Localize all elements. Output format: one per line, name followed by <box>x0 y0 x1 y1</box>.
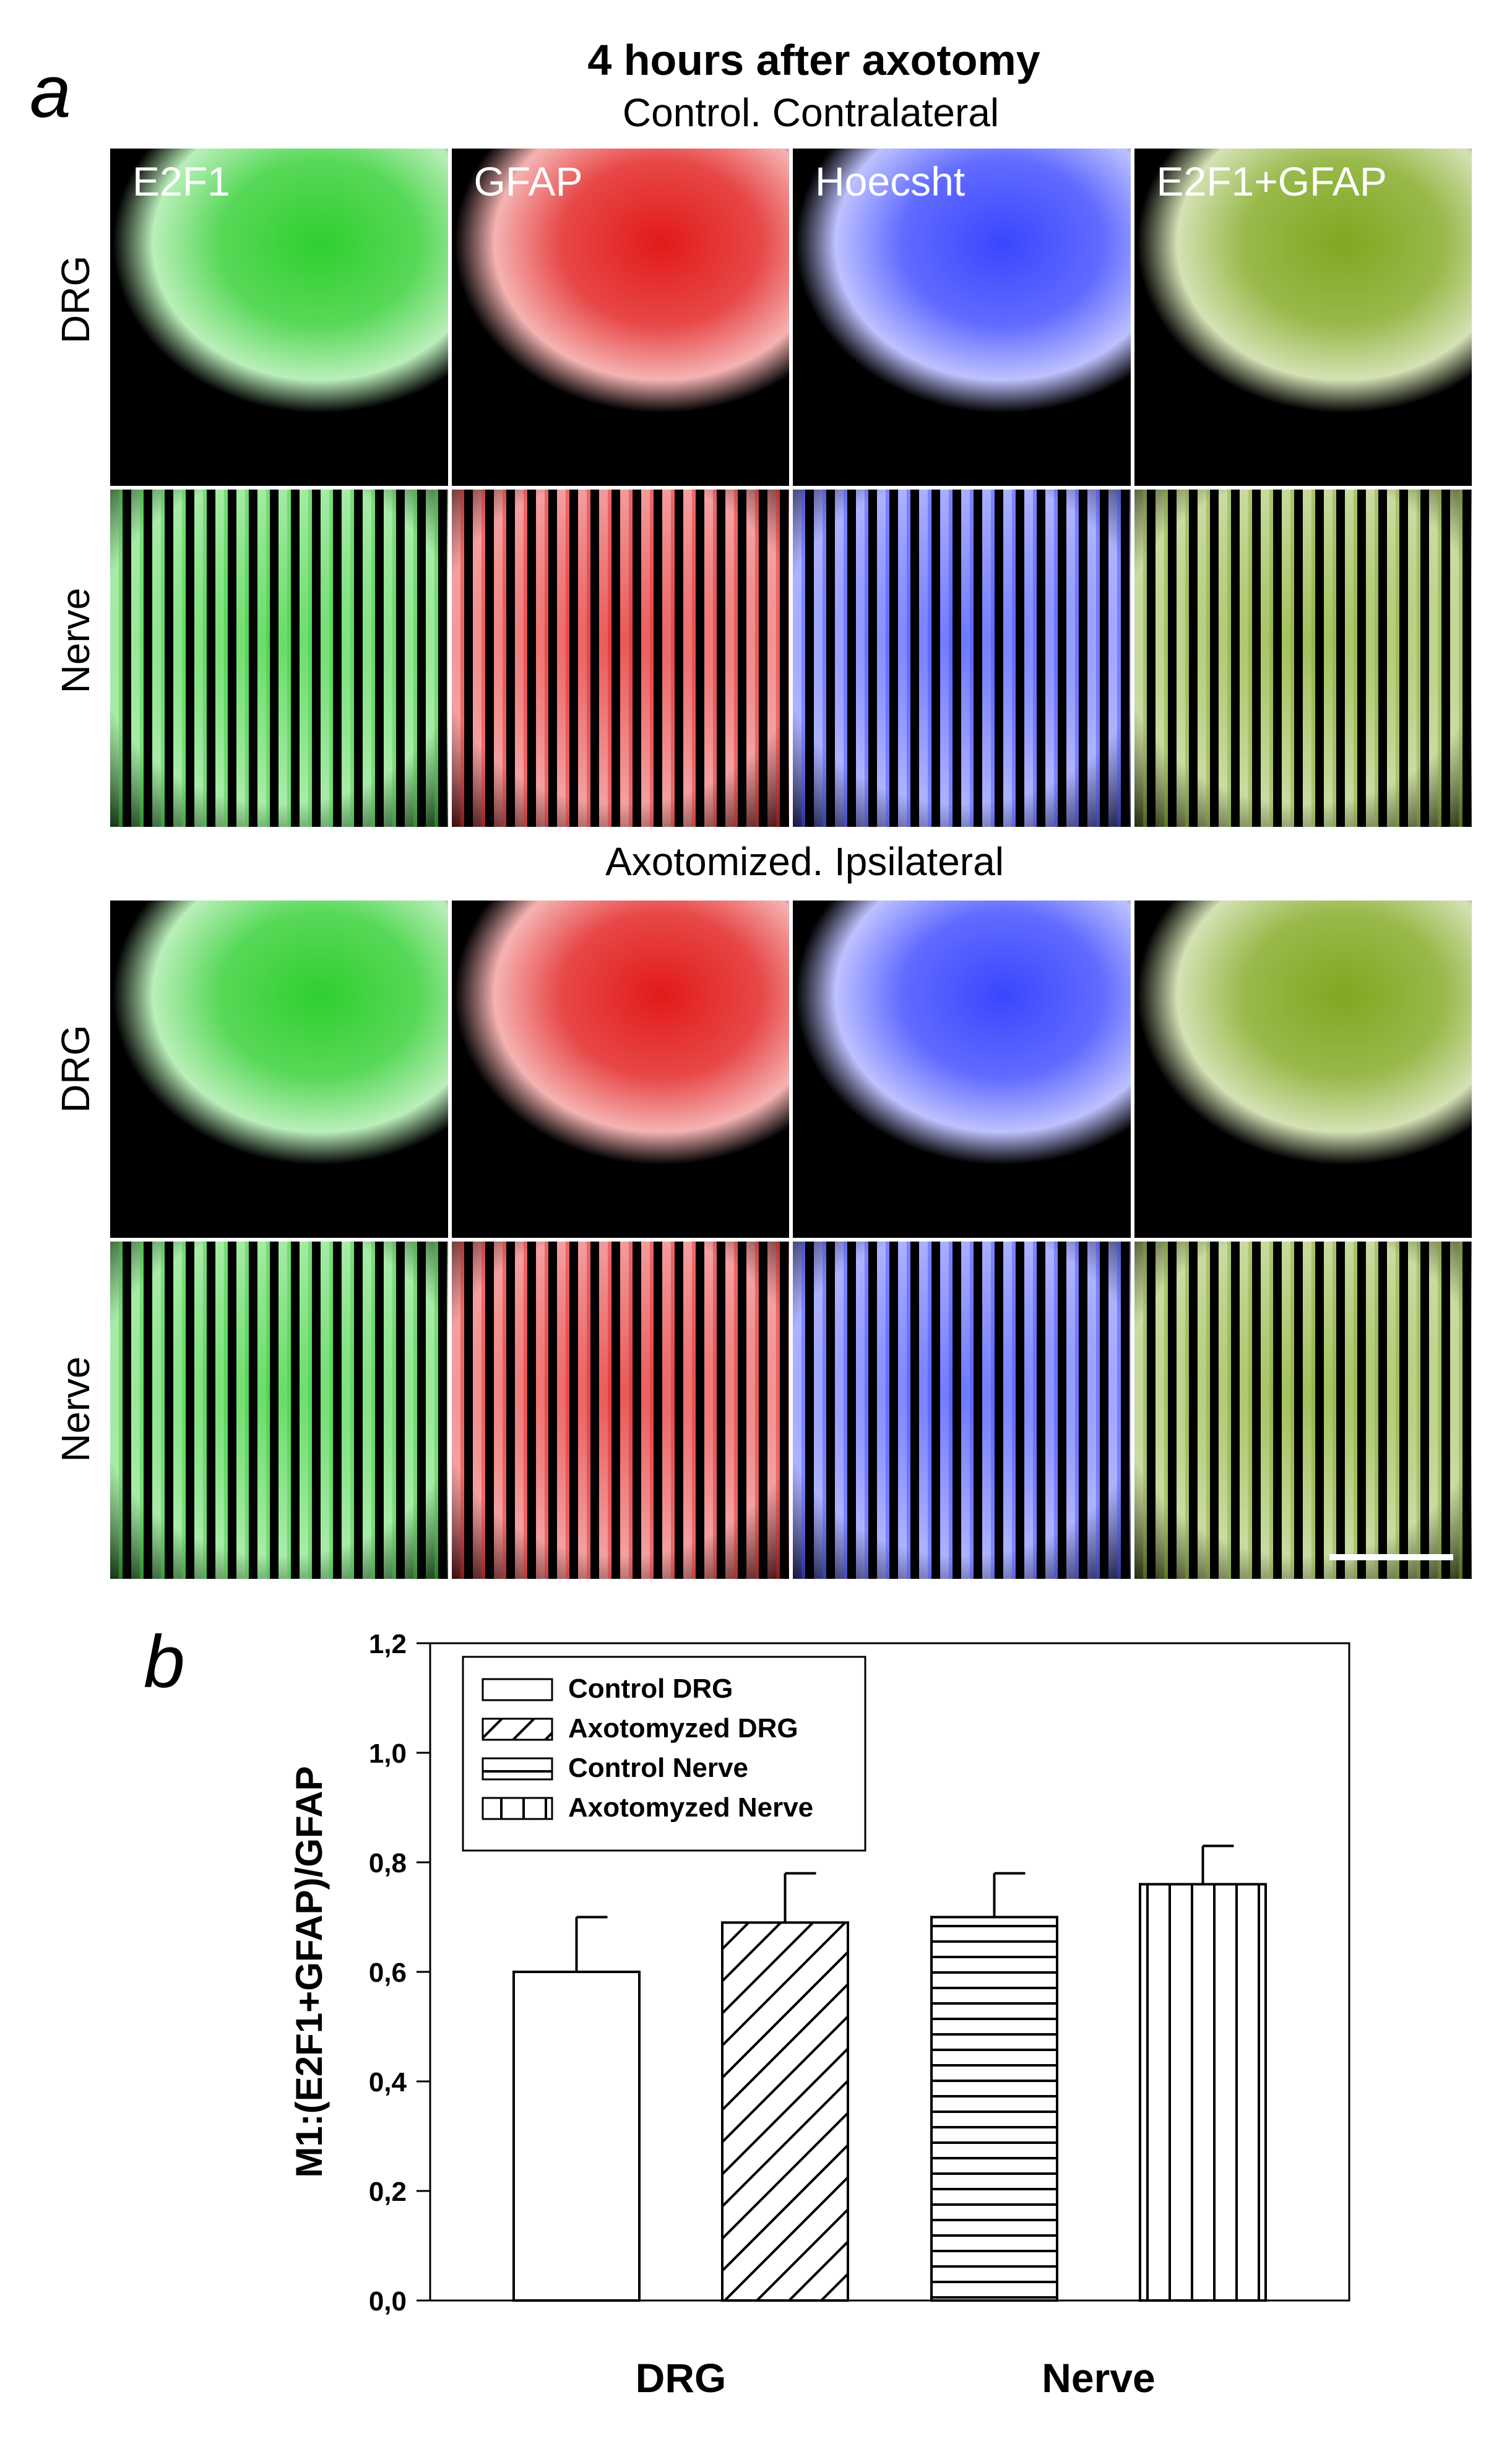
legend-label: Axotomyzed DRG <box>568 1713 798 1743</box>
micrograph-axot-drg-hoechst <box>793 901 1131 1238</box>
bar-axotomyzed-nerve <box>1139 1883 1267 2302</box>
micrograph-axot-drg-e2f1 <box>110 901 448 1238</box>
micrograph-control-drg-merge: E2F1+GFAP <box>1134 149 1472 486</box>
micrograph-control-nerve-gfap <box>451 490 789 827</box>
legend-swatch <box>482 1678 553 1701</box>
panel-a-letter: a <box>30 50 71 133</box>
y-axis-label: M1:(E2F1+GFAP)/GFAP <box>288 1766 330 2177</box>
channel-label: GFAP <box>473 158 583 204</box>
scale-bar <box>1329 1554 1453 1560</box>
micrograph-axot-drg-gfap <box>451 901 789 1238</box>
micrograph-control-nerve-hoechst <box>793 490 1131 827</box>
micrograph-axot-nerve-merge <box>1134 1242 1472 1579</box>
micrograph-grid-axotomized <box>110 901 1472 1579</box>
legend-swatch <box>482 1717 553 1741</box>
y-tick-label: 0,0 <box>369 2286 407 2317</box>
legend-label: Axotomyzed Nerve <box>568 1792 813 1823</box>
panel-a-title: 4 hours after axotomy <box>587 36 1040 84</box>
y-tick-label: 1,2 <box>369 1629 407 1659</box>
y-tick-label: 0,8 <box>369 1848 407 1878</box>
group-label-nerve: Nerve <box>1042 2355 1155 2401</box>
y-tick-label: 0,6 <box>369 1958 407 1988</box>
bar-control-drg <box>512 1971 641 2302</box>
y-tick-label: 0,4 <box>369 2067 407 2098</box>
micrograph-axot-drg-merge <box>1134 901 1472 1238</box>
legend-swatch <box>482 1757 553 1781</box>
legend-label: Control Nerve <box>568 1753 748 1783</box>
channel-label: E2F1+GFAP <box>1156 158 1387 204</box>
micrograph-control-drg-hoechst: Hoecsht <box>793 149 1131 486</box>
micrograph-grid-control: E2F1 GFAP Hoecsht E2F1+GFAP <box>110 149 1472 827</box>
group-label-drg: DRG <box>636 2355 727 2401</box>
y-tick-label: 1,0 <box>369 1739 407 1769</box>
micrograph-control-drg-gfap: GFAP <box>451 149 789 486</box>
legend-label: Control DRG <box>568 1674 733 1704</box>
micrograph-axot-nerve-hoechst <box>793 1242 1131 1579</box>
channel-label: E2F1 <box>132 158 230 204</box>
section-1-heading: Control. Contralateral <box>622 90 1000 135</box>
micrograph-axot-nerve-e2f1 <box>110 1242 448 1579</box>
panel-b-letter: b <box>144 1620 185 1703</box>
bar-control-nerve <box>930 1916 1058 2302</box>
channel-label: Hoecsht <box>815 158 966 204</box>
micrograph-control-nerve-e2f1 <box>110 490 448 827</box>
micrograph-control-drg-e2f1: E2F1 <box>110 149 448 486</box>
section-2-heading: Axotomized. Ipsilateral <box>605 839 1004 884</box>
bar-axotomyzed-drg <box>721 1921 849 2302</box>
micrograph-axot-nerve-gfap <box>451 1242 789 1579</box>
legend-swatch <box>482 1797 553 1820</box>
y-tick-label: 0,2 <box>369 2177 407 2207</box>
micrograph-control-nerve-merge <box>1134 490 1472 827</box>
